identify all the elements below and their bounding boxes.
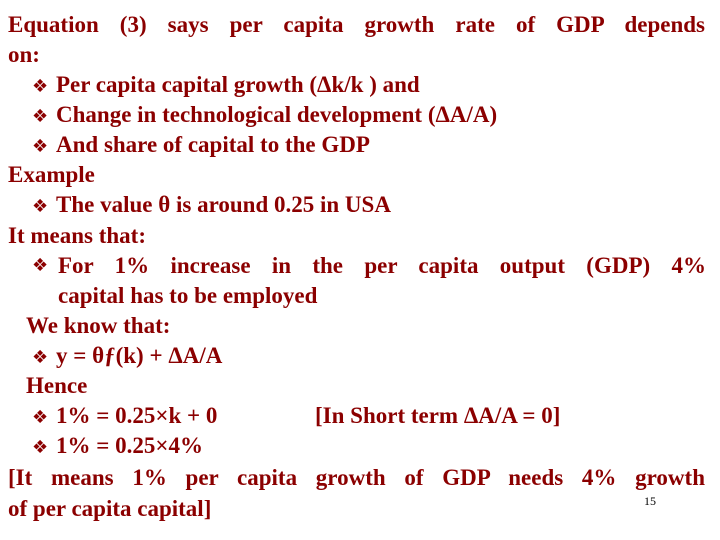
bullet-item: ❖ 1% = 0.25×k + 0 (32, 401, 217, 433)
section-heading-example: Example (8, 162, 95, 187)
bullet-item: ❖ The value θ is around 0.25 in USA (32, 190, 391, 222)
diamond-bullet-icon: ❖ (32, 196, 49, 217)
conclusion-line-2: of per capita capital] (8, 496, 212, 521)
bullet-equation: 1% = 0.25×4% (56, 433, 203, 458)
section-heading-it-means: It means that: (8, 223, 146, 248)
bullet-item: ❖ Per capita capital growth (Δk/k ) and (32, 70, 420, 102)
diamond-bullet-icon: ❖ (32, 76, 49, 97)
slide-number: 15 (644, 494, 656, 508)
intro-line-2: on: (8, 42, 40, 67)
section-heading-hence: Hence (26, 373, 88, 398)
bullet-item: ❖ 1% = 0.25×4% (32, 431, 203, 463)
bullet-text: The value θ is around 0.25 in USA (56, 192, 391, 217)
intro-line-1: Equation (3) says per capita growth rate… (8, 12, 705, 37)
section-heading-we-know: We know that: (26, 313, 171, 338)
bullet-item: ❖ y = θƒ(k) + ΔA/A (32, 341, 222, 373)
conclusion-line-1: [It means 1% per capita growth of GDP ne… (8, 465, 705, 490)
bullet-text: Per capita capital growth (Δk/k ) and (56, 72, 420, 97)
bullet-item: ❖ And share of capital to the GDP (32, 130, 370, 162)
diamond-bullet-icon: ❖ (32, 407, 49, 428)
diamond-bullet-icon: ❖ (32, 106, 49, 127)
bullet-equation: y = θƒ(k) + ΔA/A (56, 343, 223, 368)
diamond-bullet-icon: ❖ (32, 437, 49, 458)
bullet-text: Change in technological development (ΔA/… (56, 102, 498, 127)
diamond-bullet-icon: ❖ (32, 347, 49, 368)
diamond-bullet-icon: ❖ (32, 136, 49, 157)
bullet-text: And share of capital to the GDP (56, 132, 370, 157)
diamond-bullet-icon: ❖ (32, 255, 49, 276)
bullet-item: ❖ For 1% increase in the per capita outp… (32, 251, 706, 281)
bullet-continuation: capital has to be employed (58, 283, 318, 308)
bullet-text: For 1% increase in the per capita output… (58, 253, 706, 278)
bullet-note: [In Short term ΔA/A = 0] (315, 403, 561, 428)
bullet-equation: 1% = 0.25×k + 0 (56, 403, 218, 428)
bullet-item: ❖ Change in technological development (ΔA… (32, 100, 497, 132)
